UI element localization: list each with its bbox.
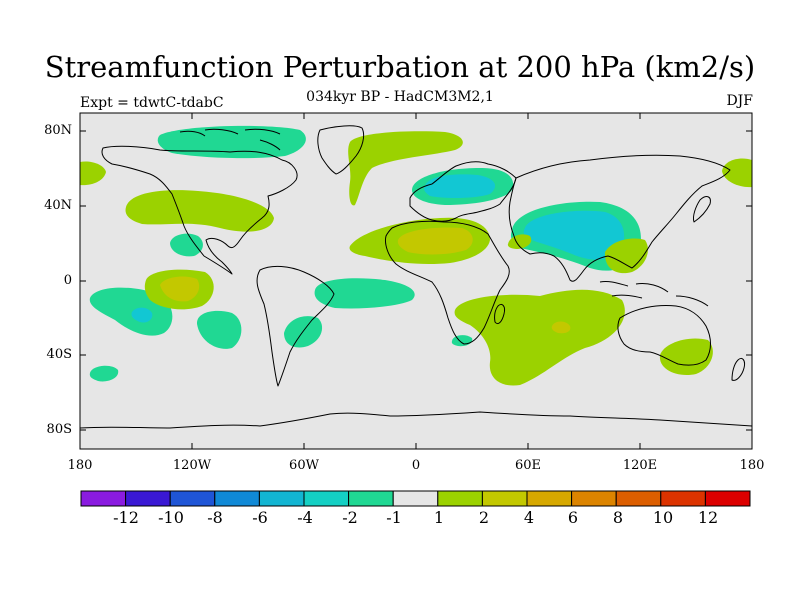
colorbar-label: 1 [433,508,445,527]
y-tick-label: 0 [63,273,72,288]
season-label: DJF [726,93,753,109]
colorbar-label: 8 [612,508,624,527]
coastline-south-america [256,265,335,387]
contour-positive-west-asia [507,234,532,249]
x-tick-label: 120W [172,458,212,473]
experiment-label: Expt = tdwtC-tdabC [80,95,224,111]
colorbar-swatch [258,490,305,507]
colorbar-swatch [392,490,439,507]
x-axis-ticks [191,113,641,449]
y-tick-label: 40N [44,198,72,213]
colorbar-label: 6 [567,508,579,527]
coastline-new-zealand [731,357,745,381]
colorbar-label: 12 [697,508,719,527]
y-tick-label: 80S [46,422,72,437]
colorbar [80,490,751,507]
x-tick-label: 60W [289,458,319,473]
colorbar-swatch [437,490,483,507]
chart-title: Streamfunction Perturbation at 200 hPa (… [44,50,756,84]
contour-positive-indian-ocean [454,289,625,386]
field-contours [80,125,752,386]
coastlines [80,125,752,429]
colorbar-swatch [214,490,260,507]
contour-negative-europe-core [424,174,496,199]
coastline-greenland [317,125,365,175]
colorbar-label: -8 [207,508,223,527]
contour-positive-north-pacific-west [80,161,106,186]
colorbar-label: 2 [478,508,490,527]
contour-negative-south-pacific-core [131,307,153,323]
colorbar-swatch [125,490,171,507]
coastline-australia [617,305,711,366]
colorbar-swatch [526,490,573,507]
coastline-madagascar [494,303,505,325]
contour-positive-north-pacific-east [722,158,752,188]
colorbar-swatch [169,490,216,507]
contour-negative-southeast-pacific [196,310,242,349]
coastline-maritime-continent [599,281,709,307]
colorbar-label: -4 [297,508,313,527]
coastline-africa [385,220,510,345]
y-tick-label: 40S [46,347,72,362]
x-tick-label: 60E [514,458,542,473]
colorbar-label: -1 [386,508,402,527]
y-axis-ticks [80,130,752,431]
coastline-arctic-islands [179,128,281,151]
x-tick-label: 0 [411,458,421,473]
period-model-label: 034kyr BP - HadCM3M2,1 [306,89,494,105]
contour-positive-indian-ocean-core [551,321,571,334]
x-tick-label: 180 [67,458,93,473]
colorbar-swatch [303,490,350,507]
colorbar-swatch [615,490,662,507]
coastline-asia [508,154,731,282]
contour-positive-west-atlantic [125,190,275,232]
colorbar-label: -12 [113,508,139,527]
colorbar-label: -10 [158,508,184,527]
x-tick-label: 120E [622,458,658,473]
contour-positive-east-pacific-core [160,276,200,302]
contour-positive-greenland [348,131,463,206]
coastline-north-america [101,145,298,275]
colorbar-label: 4 [523,508,535,527]
contour-negative-asia-core [523,210,625,260]
contour-negative-south-atlantic [314,278,415,309]
contour-positive-indochina [604,238,648,274]
contour-negative-far-south-pacific [89,365,119,382]
colorbar-label: -6 [252,508,268,527]
colorbar-label: 10 [652,508,674,527]
colorbar-swatch [481,490,528,507]
contour-negative-central-pacific [170,233,203,257]
colorbar-swatch [80,490,127,507]
contour-negative-north-america [157,125,306,159]
x-tick-label: 180 [739,458,765,473]
coastline-japan [693,196,711,223]
y-tick-label: 80N [44,123,72,138]
colorbar-swatch [348,490,394,507]
contour-positive-sahara-core [397,227,473,255]
colorbar-swatch [704,490,751,507]
coastline-antarctica [80,411,752,429]
colorbar-label: -2 [342,508,358,527]
colorbar-swatch [571,490,617,507]
contour-positive-australia-southeast [659,338,713,376]
colorbar-swatch [660,490,706,507]
